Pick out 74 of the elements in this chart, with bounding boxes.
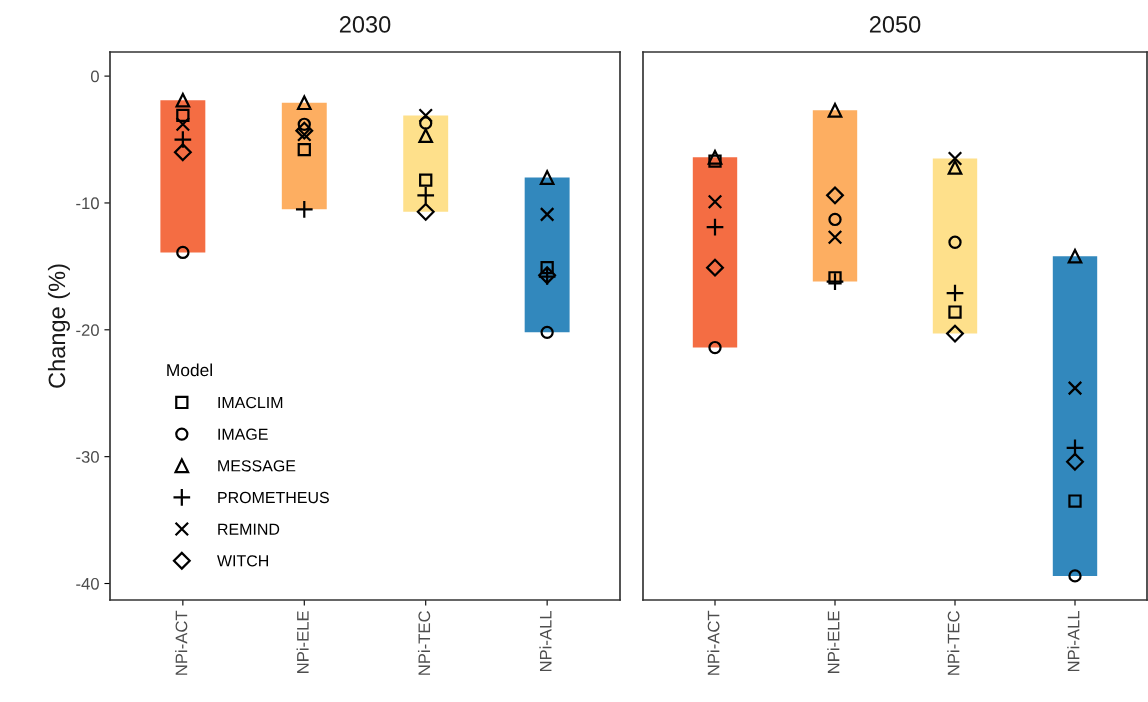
point [947,151,963,166]
point [416,202,435,221]
point [708,340,722,355]
legend-label: IMAGE [218,428,268,440]
point [175,92,191,108]
legend-label: REMIND [218,523,280,535]
y-tick-label: 0 [90,70,99,83]
point [539,207,555,222]
bar [524,177,570,333]
point [947,160,963,175]
point [173,130,193,149]
point [1066,452,1084,471]
y-tick-label: -40 [76,577,99,590]
point [416,185,436,205]
legend-label: PROMETHEUS [218,491,329,504]
chart-title: 2050 [869,16,921,33]
x-tick-label: NPi-ALL [1067,610,1080,672]
x-tick-label: NPi-ACT [707,610,720,675]
point [419,116,433,130]
point [1068,494,1082,508]
legend-label: MESSAGE [218,460,296,472]
bar [160,100,206,253]
point [827,229,843,245]
point [827,102,843,118]
point [948,305,962,319]
x-tick-label: NPi-ALL [539,610,552,672]
point [176,108,190,123]
point [708,154,722,168]
point [294,199,314,219]
chart-title: 2030 [339,16,391,33]
point [539,170,555,185]
bar [692,157,738,348]
point [296,127,312,142]
point [946,324,964,343]
y-tick-label: -20 [76,324,99,337]
bar [932,158,978,334]
point [297,143,311,157]
point [825,272,845,292]
point [540,325,554,340]
point [418,108,434,123]
x-tick-label: NPi-ACT [175,610,188,675]
point [948,235,962,249]
point [1067,248,1083,264]
point [176,245,190,260]
bar [403,115,449,212]
point [175,116,191,132]
point [707,149,723,165]
bar [1052,256,1098,576]
point [419,173,433,187]
x-tick-label: NPi-ELE [296,611,309,673]
y-tick-label: -30 [76,451,99,463]
point [173,143,192,162]
y-axis-title: Change (%) [47,264,70,388]
point [945,283,965,303]
point [826,186,844,205]
y-tick-label: -10 [76,197,99,210]
x-tick-label: NPi-ELE [827,611,840,673]
point [828,212,842,227]
point [828,271,842,285]
legend-label: WITCH [217,555,268,567]
point [706,258,724,277]
legend-label: IMACLIM [218,396,283,409]
x-tick-label: NPi-TEC [417,611,431,675]
point [705,217,725,237]
point [1067,380,1083,396]
x-tick-label: NPi-TEC [947,611,960,675]
bar [812,110,858,282]
point [418,128,434,144]
bar [281,102,327,210]
point [707,194,723,210]
point [296,95,312,111]
point [1068,569,1082,583]
legend-title: Model [167,363,212,377]
point [295,121,314,140]
